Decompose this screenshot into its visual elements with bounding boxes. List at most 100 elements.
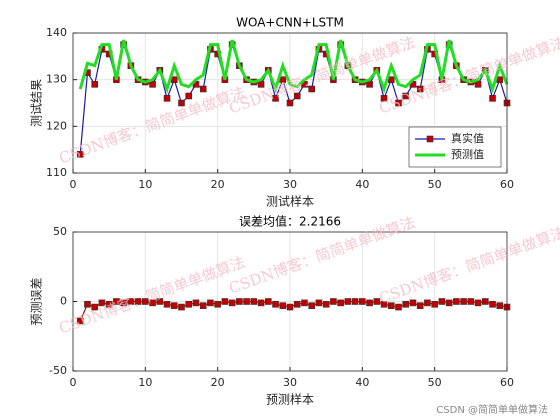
marker [402,300,410,308]
marker [192,299,200,307]
marker [98,299,106,307]
marker [431,300,438,308]
marker [395,99,402,107]
marker [395,303,402,311]
x-axis-label: 测试样本 [266,194,314,209]
marker [264,298,272,305]
marker [438,298,446,305]
marker [149,81,156,88]
marker [424,299,431,307]
marker [322,300,330,308]
marker [359,298,366,305]
chart-title: 误差均值：2.2166 [239,214,341,229]
marker [286,99,294,107]
marker [474,81,482,88]
marker [496,302,504,309]
marker [163,95,171,102]
marker [228,299,236,307]
x-tick-label: 60 [500,376,514,389]
y-axis-label: 预测误差 [30,277,44,325]
marker [481,298,489,305]
marker [467,298,475,305]
x-tick-label: 40 [355,178,369,191]
marker [387,76,395,83]
axes-box [72,231,508,372]
marker [366,299,373,307]
marker [105,300,113,308]
marker [113,298,120,305]
marker [214,300,221,308]
marker [351,298,359,305]
marker [243,298,250,305]
marker [199,85,207,93]
x-tick-label: 50 [428,178,442,191]
marker [344,298,352,305]
y-tick-label: -50 [49,364,67,377]
marker [149,299,156,307]
series-line [78,39,509,94]
marker [460,298,467,305]
marker [170,302,178,309]
marker [496,76,504,83]
x-tick-label: 20 [211,178,225,191]
y-tick-label: 130 [46,73,67,86]
marker [257,299,265,307]
marker [337,299,344,307]
marker [91,81,98,88]
x-tick-label: 30 [283,376,297,389]
marker [142,298,149,305]
x-tick-label: 40 [355,376,369,389]
marker [221,298,229,305]
marker [163,300,171,308]
marker [207,299,214,307]
y-tick-label: 120 [46,119,67,132]
marker [250,298,258,305]
marker [330,298,337,305]
marker [489,95,496,102]
legend-marker [426,135,434,143]
axes-box [72,32,508,174]
marker [308,302,316,309]
marker [402,92,410,100]
marker [445,299,453,307]
marker [279,302,287,309]
x-tick-label: 10 [138,376,152,389]
marker [380,300,388,308]
marker [474,299,482,307]
marker [236,298,243,305]
marker [315,299,323,307]
marker [380,95,388,102]
x-tick-label: 50 [428,376,442,389]
legend-box [408,126,502,168]
marker [301,299,308,307]
x-tick-label: 20 [211,376,225,389]
chart-title: WOA+CNN+LSTM [236,16,344,30]
y-tick-label: 110 [46,166,67,179]
marker [257,81,265,88]
legend-label: 真实值 [451,131,484,145]
marker [272,95,279,102]
marker [409,299,417,307]
marker [366,81,373,88]
marker [84,300,91,308]
x-tick-label: 0 [70,178,77,191]
y-tick-label: 0 [60,295,67,308]
x-tick-label: 60 [500,178,514,191]
marker [156,298,164,305]
marker [293,300,301,308]
marker [416,302,424,309]
marker [134,298,142,305]
x-tick-label: 10 [138,178,152,191]
marker [453,298,460,305]
marker [185,300,193,308]
marker [387,302,395,309]
y-tick-label: 140 [46,26,67,39]
marker [178,303,185,311]
marker [76,151,84,158]
marker [373,298,381,305]
marker [185,92,193,100]
marker [170,76,178,83]
